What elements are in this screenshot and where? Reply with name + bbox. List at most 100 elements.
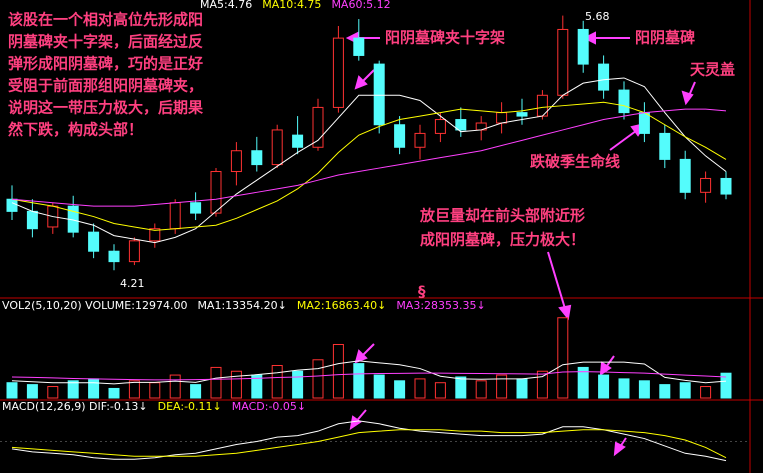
- volume-bar: [638, 380, 650, 399]
- volume-bar: [26, 384, 38, 399]
- arrow-head: [354, 75, 368, 90]
- indicator-label: MA10:4.75: [262, 0, 321, 11]
- volume-bar: [659, 384, 671, 399]
- candle-body: [108, 250, 120, 263]
- indicator-line: [11, 360, 727, 385]
- candle-body: [659, 132, 671, 160]
- annotation: 阴墓碑夹十字架，后面经过反: [8, 33, 203, 51]
- annotation: 弹形成阳阴墓碑，巧的是正好: [8, 55, 203, 73]
- candle-body: [353, 37, 365, 56]
- arrow-head: [349, 415, 362, 431]
- candle-body: [577, 28, 589, 65]
- candle-body: [190, 202, 202, 214]
- annotation: 放巨量却在前头部附近形: [419, 207, 585, 225]
- volume-bar: [618, 378, 630, 399]
- indicator-label: MACD:-0.05↓: [232, 400, 306, 413]
- candle-body: [455, 119, 467, 131]
- annotation: 跌破季生命线: [530, 153, 620, 171]
- candle-body: [373, 63, 385, 126]
- volume-bar: [394, 380, 406, 399]
- high-label: 5.68: [585, 10, 610, 23]
- indicator-line: [11, 108, 727, 207]
- annotation: 说明这一带压力极大，后期果: [8, 99, 204, 117]
- volume-bar: [577, 366, 589, 399]
- volume-bar: [312, 359, 324, 399]
- candle-body: [292, 134, 304, 148]
- arrow-head: [599, 361, 612, 376]
- volume-bar: [210, 366, 222, 399]
- candle-body: [210, 171, 222, 214]
- candle-body: [618, 89, 630, 114]
- candle-body: [638, 112, 650, 134]
- annotation: 阳阴墓碑夹十字架: [385, 29, 505, 47]
- arrow-head: [354, 349, 368, 364]
- arrow-head: [582, 31, 596, 45]
- candle-body: [598, 63, 610, 91]
- annotation: §: [418, 283, 426, 301]
- volume-bar: [108, 387, 120, 399]
- candle-body: [312, 106, 324, 148]
- volume-bar: [455, 376, 467, 399]
- candle-body: [679, 158, 691, 193]
- indicator-label: MA5:4.76: [200, 0, 252, 11]
- volume-bar: [169, 374, 181, 399]
- volume-bar: [414, 378, 426, 399]
- indicator-label: MA60:5.12: [331, 0, 390, 11]
- volume-bar: [271, 365, 283, 399]
- candle-body: [332, 37, 344, 108]
- indicator-line: [11, 101, 727, 231]
- candle-body: [128, 240, 140, 263]
- volume-bar: [128, 380, 140, 399]
- arrow-head: [613, 441, 626, 457]
- candle-body: [557, 28, 569, 96]
- indicator-label: MA3:28353.35↓: [396, 299, 485, 312]
- candle-body: [700, 177, 712, 193]
- candle-body: [496, 112, 508, 124]
- volume-bar: [47, 386, 59, 399]
- volume-bar: [679, 382, 691, 399]
- volume-bar: [353, 363, 365, 399]
- indicator-line: [11, 429, 727, 459]
- volume-bar: [190, 384, 202, 399]
- volume-bar: [67, 380, 79, 399]
- volume-bar: [557, 317, 569, 399]
- candle-body: [6, 198, 18, 212]
- indicator-label: MA1:13354.20↓: [197, 299, 286, 312]
- low-label: 4.21: [120, 277, 145, 290]
- indicator-label: MACD(12,26,9) DIF:-0.13↓: [2, 400, 148, 413]
- candle-body: [434, 119, 446, 134]
- indicator-line: [11, 371, 727, 381]
- candle-body: [88, 231, 100, 252]
- candle-body: [516, 112, 528, 117]
- volume-bar: [6, 382, 18, 399]
- candle-body: [251, 150, 263, 166]
- candle-body: [414, 132, 426, 148]
- annotation: 然下跌，构成头部！: [8, 121, 143, 139]
- volume-bar: [149, 382, 161, 399]
- candle-body: [149, 228, 161, 242]
- candle-body: [230, 150, 242, 173]
- volume-bar: [88, 378, 100, 399]
- indicator-label: DEA:-0.11↓: [158, 400, 222, 413]
- indicator-label: MA2:16863.40↓: [297, 299, 386, 312]
- annotation: 阳阴墓碑: [635, 29, 695, 47]
- volume-bar: [332, 343, 344, 399]
- candle-body: [720, 177, 732, 195]
- arrow-head: [681, 90, 694, 106]
- volume-bar: [598, 374, 610, 399]
- volume-bar: [536, 370, 548, 399]
- arrows: [345, 31, 696, 457]
- annotation: 该股在一个相对高位先形成阳: [8, 11, 203, 29]
- indicator-label: VOL2(5,10,20) VOLUME:12974.00: [2, 299, 187, 312]
- annotation: 天灵盖: [690, 61, 735, 79]
- arrow-head: [558, 304, 572, 321]
- volume-bar: [720, 372, 732, 399]
- volume-bar: [373, 374, 385, 399]
- volume-bar: [700, 386, 712, 399]
- volume-bar: [434, 382, 446, 399]
- indicator-line: [11, 77, 727, 244]
- candle-body: [169, 202, 181, 230]
- candle-body: [26, 210, 38, 230]
- volume-bar: [516, 378, 528, 399]
